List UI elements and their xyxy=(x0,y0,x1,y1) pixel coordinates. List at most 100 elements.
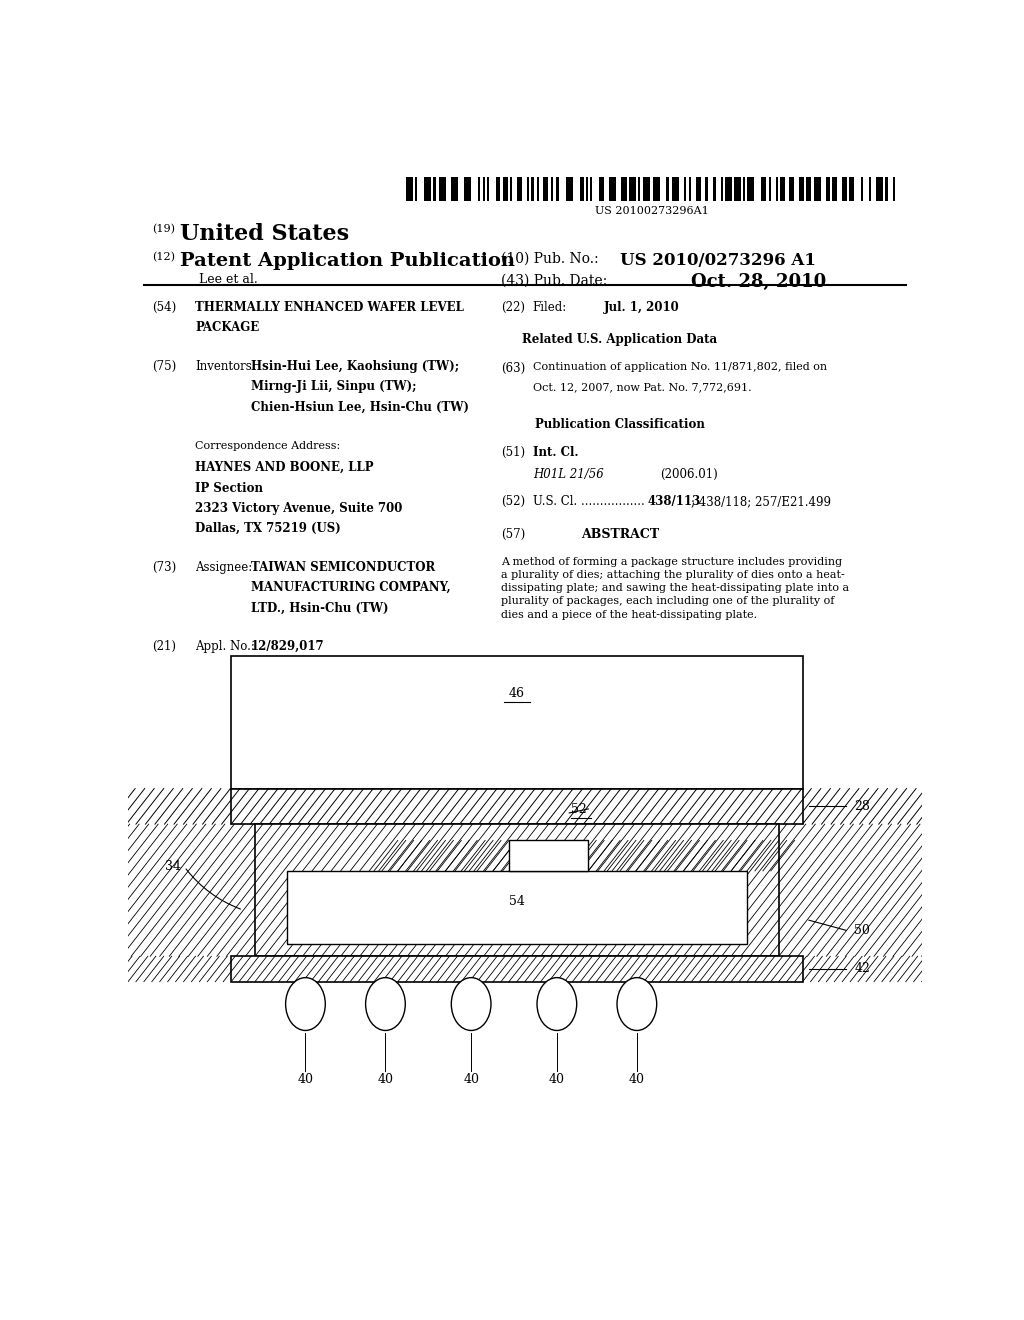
Text: 2323 Victory Avenue, Suite 700: 2323 Victory Avenue, Suite 700 xyxy=(196,502,402,515)
Bar xyxy=(609,177,615,201)
Bar xyxy=(526,177,528,201)
Text: Int. Cl.: Int. Cl. xyxy=(532,446,579,459)
Bar xyxy=(406,177,413,201)
Bar xyxy=(287,871,748,944)
Bar xyxy=(483,177,484,201)
Bar xyxy=(599,177,604,201)
Bar xyxy=(814,177,820,201)
Text: Oct. 28, 2010: Oct. 28, 2010 xyxy=(691,273,826,292)
Text: (2006.01): (2006.01) xyxy=(659,469,718,482)
Text: 52: 52 xyxy=(570,803,587,816)
Text: US 20100273296A1: US 20100273296A1 xyxy=(595,206,709,216)
Bar xyxy=(643,177,650,201)
Bar xyxy=(742,177,745,201)
Text: 40: 40 xyxy=(378,1073,393,1086)
Text: HAYNES AND BOONE, LLP: HAYNES AND BOONE, LLP xyxy=(196,461,374,474)
Text: (75): (75) xyxy=(152,359,176,372)
Text: 40: 40 xyxy=(463,1073,479,1086)
Bar xyxy=(496,177,501,201)
Bar xyxy=(486,177,488,201)
Bar xyxy=(439,177,445,201)
Text: 42: 42 xyxy=(854,962,870,975)
Text: 40: 40 xyxy=(549,1073,565,1086)
Text: ABSTRACT: ABSTRACT xyxy=(581,528,659,541)
Bar xyxy=(776,177,777,201)
Text: 50: 50 xyxy=(854,924,870,937)
Text: United States: United States xyxy=(179,223,349,246)
Bar xyxy=(779,177,784,201)
Bar xyxy=(424,177,431,201)
Text: (12): (12) xyxy=(152,252,175,263)
Bar xyxy=(695,177,700,201)
Bar xyxy=(790,177,795,201)
Bar xyxy=(621,177,628,201)
Bar xyxy=(652,177,659,201)
Bar xyxy=(464,177,471,201)
Bar xyxy=(530,177,534,201)
Text: U.S. Cl. .................: U.S. Cl. ................. xyxy=(532,495,644,508)
Text: A method of forming a package structure includes providing
a plurality of dies; : A method of forming a package structure … xyxy=(501,557,849,619)
Bar xyxy=(714,177,716,201)
Bar xyxy=(504,177,508,201)
Text: Mirng-Ji Lii, Sinpu (TW);: Mirng-Ji Lii, Sinpu (TW); xyxy=(251,380,417,393)
Text: Chien-Hsiun Lee, Hsin-Chu (TW): Chien-Hsiun Lee, Hsin-Chu (TW) xyxy=(251,400,469,413)
Bar xyxy=(893,177,895,201)
Text: (43) Pub. Date:: (43) Pub. Date: xyxy=(501,273,607,288)
Bar xyxy=(877,177,883,201)
Bar xyxy=(580,177,585,201)
Bar xyxy=(734,177,740,201)
Text: (51): (51) xyxy=(501,446,525,459)
Bar xyxy=(761,177,766,201)
Text: 12/829,017: 12/829,017 xyxy=(251,640,325,653)
Text: Correspondence Address:: Correspondence Address: xyxy=(196,441,341,451)
Bar xyxy=(509,841,588,871)
Text: Publication Classification: Publication Classification xyxy=(536,417,705,430)
Text: (54): (54) xyxy=(152,301,176,314)
Text: (73): (73) xyxy=(152,561,176,574)
Text: 46: 46 xyxy=(509,686,525,700)
Text: MANUFACTURING COMPANY,: MANUFACTURING COMPANY, xyxy=(251,581,451,594)
Bar xyxy=(544,177,548,201)
Bar xyxy=(231,788,803,824)
Bar xyxy=(630,177,636,201)
Text: ; 438/118; 257/E21.499: ; 438/118; 257/E21.499 xyxy=(691,495,831,508)
Bar xyxy=(721,177,723,201)
Bar xyxy=(748,177,755,201)
Text: (21): (21) xyxy=(152,640,176,653)
Bar xyxy=(861,177,862,201)
Bar xyxy=(537,177,539,201)
Text: 438/113: 438/113 xyxy=(648,495,701,508)
Bar xyxy=(551,177,553,201)
Bar xyxy=(231,656,803,788)
Bar xyxy=(825,177,830,201)
Text: (22): (22) xyxy=(501,301,525,314)
Text: TAIWAN SEMICONDUCTOR: TAIWAN SEMICONDUCTOR xyxy=(251,561,435,574)
Bar xyxy=(231,956,803,982)
Text: 34: 34 xyxy=(165,861,181,874)
Text: (19): (19) xyxy=(152,223,175,234)
Text: Assignee:: Assignee: xyxy=(196,561,253,574)
Ellipse shape xyxy=(366,978,406,1031)
Text: (63): (63) xyxy=(501,362,525,375)
Text: 28: 28 xyxy=(854,800,870,813)
Text: (52): (52) xyxy=(501,495,525,508)
Bar xyxy=(231,788,803,824)
Text: 40: 40 xyxy=(629,1073,645,1086)
Bar xyxy=(556,177,559,201)
Text: Lee et al.: Lee et al. xyxy=(200,273,258,286)
Bar xyxy=(638,177,640,201)
Ellipse shape xyxy=(452,978,490,1031)
Text: Filed:: Filed: xyxy=(532,301,567,314)
Bar xyxy=(885,177,888,201)
Bar xyxy=(231,956,803,982)
Bar xyxy=(684,177,686,201)
Bar xyxy=(510,177,512,201)
Bar xyxy=(799,177,804,201)
Bar xyxy=(566,177,572,201)
Bar xyxy=(255,824,778,956)
Bar xyxy=(725,177,732,201)
Bar xyxy=(849,177,854,201)
Text: 40: 40 xyxy=(297,1073,313,1086)
Bar xyxy=(833,177,838,201)
Ellipse shape xyxy=(617,978,656,1031)
